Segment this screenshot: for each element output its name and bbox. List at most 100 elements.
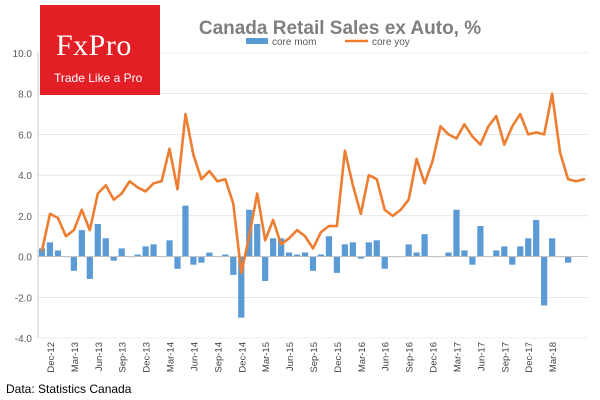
mom-bar [541, 256, 548, 306]
mom-bar [142, 246, 149, 257]
mom-bar [262, 256, 269, 281]
x-tick-label: Sep-13 [118, 342, 129, 373]
mom-bar [293, 254, 301, 257]
x-tick-label: Sep-16 [405, 342, 416, 373]
mom-bar [453, 209, 460, 257]
y-tick-label: 2.0 [18, 212, 32, 223]
x-tick-label: Jun-16 [381, 342, 392, 371]
yoy-series-line [40, 92, 586, 275]
mom-bar [118, 248, 125, 257]
mom-bar [373, 240, 380, 257]
x-tick-label: Mar-18 [548, 342, 559, 372]
x-tick-label: Dec-17 [524, 342, 535, 373]
mom-bar [405, 244, 412, 257]
mom-bar [206, 252, 213, 257]
x-tick-label: Sep-17 [500, 342, 511, 373]
mom-bar [174, 256, 181, 269]
x-tick-label: Dec-15 [333, 342, 344, 373]
mom-bar [278, 238, 285, 257]
chart-title: Canada Retail Sales ex Auto, % [199, 18, 481, 39]
mom-bar [525, 238, 532, 257]
mom-bar [254, 224, 261, 257]
x-tick-label: Jun-13 [94, 342, 105, 371]
mom-bar [94, 224, 101, 257]
mom-bar [325, 236, 333, 257]
x-tick-label: Mar-15 [261, 342, 272, 372]
mom-bar [222, 254, 229, 257]
y-tick-label: 6.0 [18, 130, 32, 141]
yoy-line [40, 92, 586, 275]
mom-bar [309, 256, 317, 271]
mom-bar [493, 250, 500, 257]
logo-tagline: Trade Like a Pro [54, 71, 143, 85]
data-source: Data: Statistics Canada [6, 382, 132, 396]
mom-bar [469, 256, 476, 265]
x-tick-label: Mar-16 [357, 342, 368, 372]
mom-bar [445, 252, 452, 257]
fxpro-logo: FxPro Trade Like a Pro [40, 5, 160, 95]
x-tick-label: Mar-13 [70, 342, 81, 372]
mom-bar [150, 244, 157, 257]
mom-bar [182, 205, 189, 257]
y-tick-label: 10.0 [13, 49, 33, 60]
mom-bar [110, 256, 117, 261]
axes [37, 53, 588, 338]
x-tick-label: Dec-14 [237, 342, 248, 373]
x-tick-label: Dec-12 [46, 342, 57, 373]
mom-bar [365, 242, 372, 257]
mom-bar [413, 252, 420, 257]
mom-bar [509, 256, 516, 265]
mom-bar [38, 248, 46, 257]
x-tick-label: Dec-16 [429, 342, 440, 373]
mom-bar [102, 238, 109, 257]
logo-wordmark: FxPro [56, 29, 132, 62]
mom-bar [317, 254, 325, 257]
mom-bar [357, 256, 364, 259]
grid-lines [38, 52, 588, 339]
mom-bar [301, 252, 309, 257]
x-tick-label: Jun-14 [189, 342, 200, 371]
y-tick-label: 4.0 [18, 171, 32, 182]
x-tick-label: Jun-15 [285, 342, 296, 371]
x-tick-label: Dec-13 [142, 342, 153, 373]
x-tick-label: Mar-14 [166, 342, 177, 372]
mom-bar [190, 256, 197, 265]
mom-bar [564, 256, 572, 263]
mom-bar [477, 226, 484, 257]
x-tick-labels: Dec-12 Mar-13 Jun-13 Sep-13 Dec-13 Mar-14 Jun-… [46, 342, 559, 373]
mom-bars [38, 205, 572, 318]
mom-bar [381, 256, 388, 269]
y-tick-label: 0.0 [18, 253, 32, 264]
legend-label-mom: core mom [272, 37, 316, 48]
y-tick-label: -4.0 [15, 334, 33, 345]
mom-bar [198, 256, 205, 263]
mom-bar [70, 256, 77, 271]
mom-bar [166, 240, 173, 257]
y-tick-label: -2.0 [15, 293, 33, 304]
mom-bar [517, 246, 524, 257]
mom-bar [78, 230, 85, 257]
x-tick-label: Sep-14 [213, 342, 224, 373]
mom-bar [461, 250, 468, 257]
mom-bar [549, 238, 556, 257]
legend-label-yoy: core yoy [372, 37, 410, 48]
y-tick-label: 8.0 [18, 90, 32, 101]
mom-bar [134, 254, 141, 257]
mom-bar [341, 244, 348, 257]
mom-bar [285, 252, 293, 257]
mom-bar [46, 242, 54, 257]
mom-bar [270, 238, 277, 257]
mom-bar [230, 256, 237, 275]
legend-swatch-mom [246, 38, 268, 44]
legend: core mom core yoy [246, 37, 410, 48]
x-tick-label: Sep-15 [309, 342, 320, 373]
mom-bar [349, 242, 356, 257]
x-tick-label: Mar-17 [452, 342, 463, 372]
mom-bar [333, 256, 341, 273]
mom-bar [501, 246, 508, 257]
mom-bar [86, 256, 93, 279]
mom-bar [421, 234, 428, 257]
mom-bar [54, 250, 62, 257]
mom-bar [533, 219, 540, 257]
